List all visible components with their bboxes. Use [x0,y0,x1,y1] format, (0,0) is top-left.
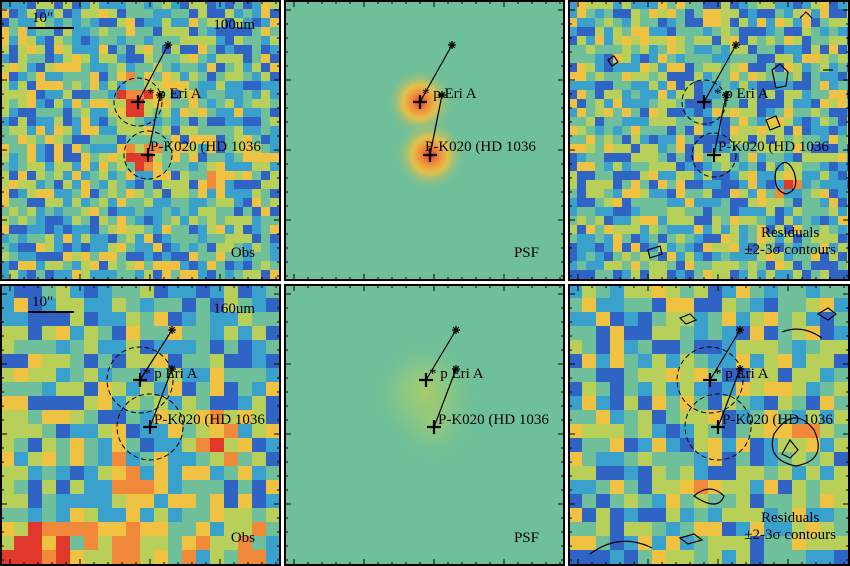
star-b-label: P-K020 (HD 1036 [722,412,833,428]
cross-b-icon [711,420,725,434]
proper-motion-line-b [713,94,727,156]
panel-border [568,0,850,281]
panel-obs-100um: 10" 100um Obs * p Eri A P-K020 (HD 1036 [0,0,281,281]
cross-a-icon [703,373,717,387]
panel-psf-160um: PSF * p Eri A P-K020 (HD 1036 [284,284,565,566]
aperture-a-circle [676,346,744,414]
source-markers [106,326,184,461]
proper-motion-line-a [425,329,457,381]
panel-psf-100um: PSF * p Eri A P-K020 (HD 1036 [284,0,565,281]
residuals-label: Residuals ±2-3σ contours [744,510,836,543]
cross-a-icon [419,373,433,387]
obs-label: Obs [230,530,255,546]
aperture-b-circle [684,393,752,461]
aperture-a-circle [681,79,727,125]
panel-border [568,284,850,566]
cross-b-icon [423,148,437,162]
proper-motion-line-a [703,44,737,103]
panel-residuals-160um: Residuals ±2-3σ contours * p Eri A P-K020… [568,284,850,566]
scale-label: 10" [32,10,54,26]
obs-160um-map [0,284,281,566]
pixel-grid [568,0,850,281]
cross-a-icon [133,373,147,387]
aperture-b-circle [123,130,173,180]
band-label-100um: 100um [213,17,255,33]
psf-100um-map [284,0,565,281]
asterisk-b-icon [156,91,164,99]
cross-a-icon [413,95,427,109]
panel-border [0,284,281,566]
star-a-label: * p Eri A [714,86,769,102]
proper-motion-line-a [419,44,453,103]
cross-b-icon [141,148,155,162]
residuals-100um-map [568,0,850,281]
scale-label: 10" [32,294,54,310]
aperture-b-circle [691,132,737,178]
aperture-b-circle [116,393,184,461]
panel-residuals-100um: Residuals ±2-3σ contours * p Eri A P-K020… [568,0,850,281]
obs-100um-map [0,0,281,281]
aperture-a-circle [106,346,174,414]
obs-label: Obs [230,245,255,261]
scale-bar [28,311,74,313]
proper-motion-line-b [717,368,741,428]
proper-motion-line-b [149,368,173,428]
residual-contours [589,307,837,555]
panel-border [284,0,565,281]
residuals-label: Residuals ±2-3σ contours [744,225,836,258]
asterisk-a-icon [448,41,456,49]
asterisk-a-icon [736,326,744,334]
cross-a-icon [131,95,145,109]
residuals-160um-map [568,284,850,566]
proper-motion-line-b [147,94,161,156]
star-a-label: * p Eri A [147,86,202,102]
star-b-label: P-K020 (HD 1036 [154,412,265,428]
proper-motion-line-b [433,368,457,428]
asterisk-b-icon [722,91,730,99]
star-b-label: P-K020 (HD 1036 [425,139,536,155]
cross-b-icon [427,420,441,434]
proper-motion-line-a [709,329,741,381]
source-markers [681,41,740,178]
asterisk-b-icon [438,91,446,99]
cross-b-icon [707,148,721,162]
star-a-label: * p Eri A [143,366,198,382]
proper-motion-line-a [139,329,173,381]
asterisk-a-icon [168,326,176,334]
asterisk-b-icon [168,365,176,373]
cross-b-icon [143,420,157,434]
pixel-grid [0,284,281,566]
source-markers [413,41,456,162]
star-b-label: P-K020 (HD 1036 [718,139,829,155]
source-markers [419,326,460,434]
psf-160um-map [284,284,565,566]
star-a-label: * p Eri A [429,366,484,382]
psf-label: PSF [513,245,539,261]
panel-border [284,284,565,566]
star-b-label: P-K020 (HD 1036 [438,412,549,428]
star-a-label: * p Eri A [714,366,769,382]
asterisk-b-icon [736,365,744,373]
asterisk-a-icon [452,326,460,334]
asterisk-a-icon [164,41,172,49]
pixel-grid [568,284,850,566]
star-a-label: * p Eri A [422,86,477,102]
proper-motion-line-a [137,44,169,103]
residual-contours [607,11,833,259]
panel-obs-160um: 10" 160um Obs * p Eri A P-K020 (HD 1036 [0,284,281,566]
psf-label: PSF [513,530,539,546]
proper-motion-line-b [429,94,443,156]
source-markers [113,41,173,180]
panel-border [0,0,281,281]
cross-a-icon [697,95,711,109]
band-label-160um: 160um [213,301,255,317]
aperture-a-circle [113,77,163,127]
asterisk-b-icon [452,365,460,373]
star-b-label: P-K020 (HD 1036 [150,139,261,155]
scale-bar [28,27,74,29]
source-markers [676,326,752,461]
asterisk-a-icon [732,41,740,49]
